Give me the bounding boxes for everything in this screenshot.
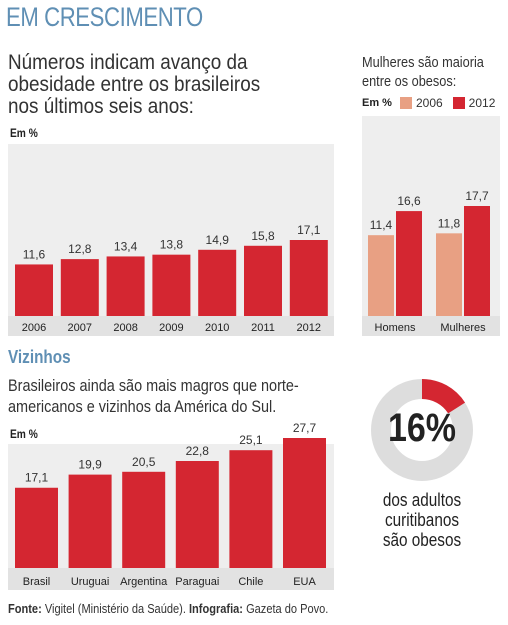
bar-2011 (244, 245, 282, 316)
bar-2008 (106, 256, 145, 316)
gender-subtitle-line1: Mulheres são maioria (362, 54, 484, 71)
bar-value-label: 25,1 (239, 433, 263, 447)
x-tick-label: Homens (375, 322, 416, 334)
bar-2010 (198, 249, 237, 316)
donut-caption-line2: curitibanos (384, 510, 459, 530)
bar-2006 (15, 264, 53, 316)
x-tick-label: EUA (293, 576, 316, 588)
bar-2012 (289, 240, 328, 316)
legend-swatch-2012 (452, 97, 465, 109)
bar-value-label: 16,6 (397, 194, 421, 208)
source-info-label: Infografia: (188, 601, 243, 616)
bar-value-label: 11,8 (438, 216, 461, 230)
bar-value-label: 13,8 (160, 238, 184, 252)
bar-value-label: 22,8 (186, 444, 210, 458)
neighbors-title: Vizinhos (8, 347, 71, 367)
neighbors-subtitle-line2: americanos e vizinhos da América do Sul. (8, 397, 277, 416)
neighbors-bar-chart: 17,1 Brasil 19,9 Uruguai 20,5 Argentina 22,8 Pa… (8, 421, 334, 590)
x-tick-label: 2012 (297, 322, 321, 334)
x-tick-label: 2008 (113, 322, 137, 334)
neighbors-chart-panel (8, 444, 334, 590)
obesity-donut-chart (371, 379, 473, 481)
page-headline: EM CRESCIMENTO (6, 2, 203, 32)
bar-value-label: 11,4 (370, 218, 393, 232)
gender-subtitle-line2: entre os obesos: (362, 73, 457, 90)
bar-Argentina (122, 471, 166, 568)
bar-Uruguai (68, 474, 112, 568)
bar-2007 (60, 259, 99, 316)
bar-Mulheres-2012 (464, 206, 490, 316)
donut-value-label: 16% (387, 406, 457, 450)
legend-label-2012: 2012 (468, 96, 496, 110)
source-fonte-label: Fonte: (8, 601, 42, 616)
bar-EUA (283, 438, 326, 568)
bar-Homens-2006 (368, 235, 394, 316)
x-tick-label: Chile (238, 576, 263, 588)
gender-bar-chart: 11,4 16,6 Homens 11,8 17,7 Mulheres (362, 189, 500, 336)
x-axis-strip (362, 316, 500, 336)
x-tick-label: Paraguai (175, 576, 219, 588)
bar-value-label: 14,9 (206, 233, 230, 247)
main-unit-label: Em % (10, 126, 38, 140)
bar-value-label: 19,9 (78, 458, 102, 472)
bar-value-label: 17,1 (297, 223, 321, 237)
gender-legend: Em % 2006 2012 (362, 96, 495, 110)
x-tick-label: Brasil (23, 576, 51, 588)
x-tick-label: 2010 (205, 322, 229, 334)
bar-2009 (152, 254, 191, 316)
main-bar-chart: 11,6 2006 12,8 2007 13,4 2008 13,8 2009 14,9 2010… (8, 223, 334, 336)
legend-swatch-2006 (399, 97, 412, 109)
bar-Mulheres-2006 (436, 233, 462, 316)
neighbors-subtitle-line1: Brasileiros ainda são mais magros que no… (8, 376, 299, 395)
x-tick-label: 2009 (159, 322, 183, 334)
x-tick-label: 2007 (68, 322, 92, 334)
x-axis-strip (8, 568, 334, 590)
bar-value-label: 27,7 (293, 421, 317, 435)
donut-obese-slice (421, 379, 466, 414)
x-axis-strip (8, 316, 334, 336)
bar-value-label: 17,1 (25, 471, 49, 485)
bar-Brasil (15, 487, 58, 568)
bar-value-label: 13,4 (114, 239, 138, 253)
bar-value-label: 15,8 (251, 229, 275, 243)
legend-label-2006: 2006 (415, 96, 443, 110)
x-tick-label: 2011 (251, 322, 275, 334)
bar-value-label: 20,5 (132, 455, 156, 469)
gender-unit-label: Em % (362, 97, 392, 109)
source-fonte-text: Vigitel (Ministério da Saúde). (41, 601, 189, 616)
x-tick-label: Argentina (120, 576, 168, 588)
bar-Homens-2012 (396, 211, 422, 316)
neighbors-unit-label: Em % (10, 427, 38, 441)
bar-value-label: 11,6 (23, 247, 46, 261)
bar-Chile (229, 450, 273, 568)
main-subtitle-line2: obesidade entre os brasileiros (8, 73, 261, 96)
x-tick-label: Uruguai (71, 576, 110, 588)
main-subtitle-line1: Números indicam avanço da (8, 51, 248, 74)
x-tick-label: 2006 (22, 322, 46, 334)
x-tick-label: Mulheres (440, 322, 486, 334)
bar-value-label: 17,7 (465, 189, 489, 203)
bar-Paraguai (175, 460, 219, 568)
source-line: Fonte: Vigitel (Ministério da Saúde). In… (8, 601, 328, 616)
main-subtitle-line3: nos últimos seis anos: (8, 95, 194, 118)
source-info-text: Gazeta do Povo. (242, 601, 329, 616)
bar-value-label: 12,8 (68, 242, 92, 256)
donut-caption-line3: são obesos (382, 530, 462, 550)
donut-caption-line1: dos adultos (382, 490, 462, 510)
